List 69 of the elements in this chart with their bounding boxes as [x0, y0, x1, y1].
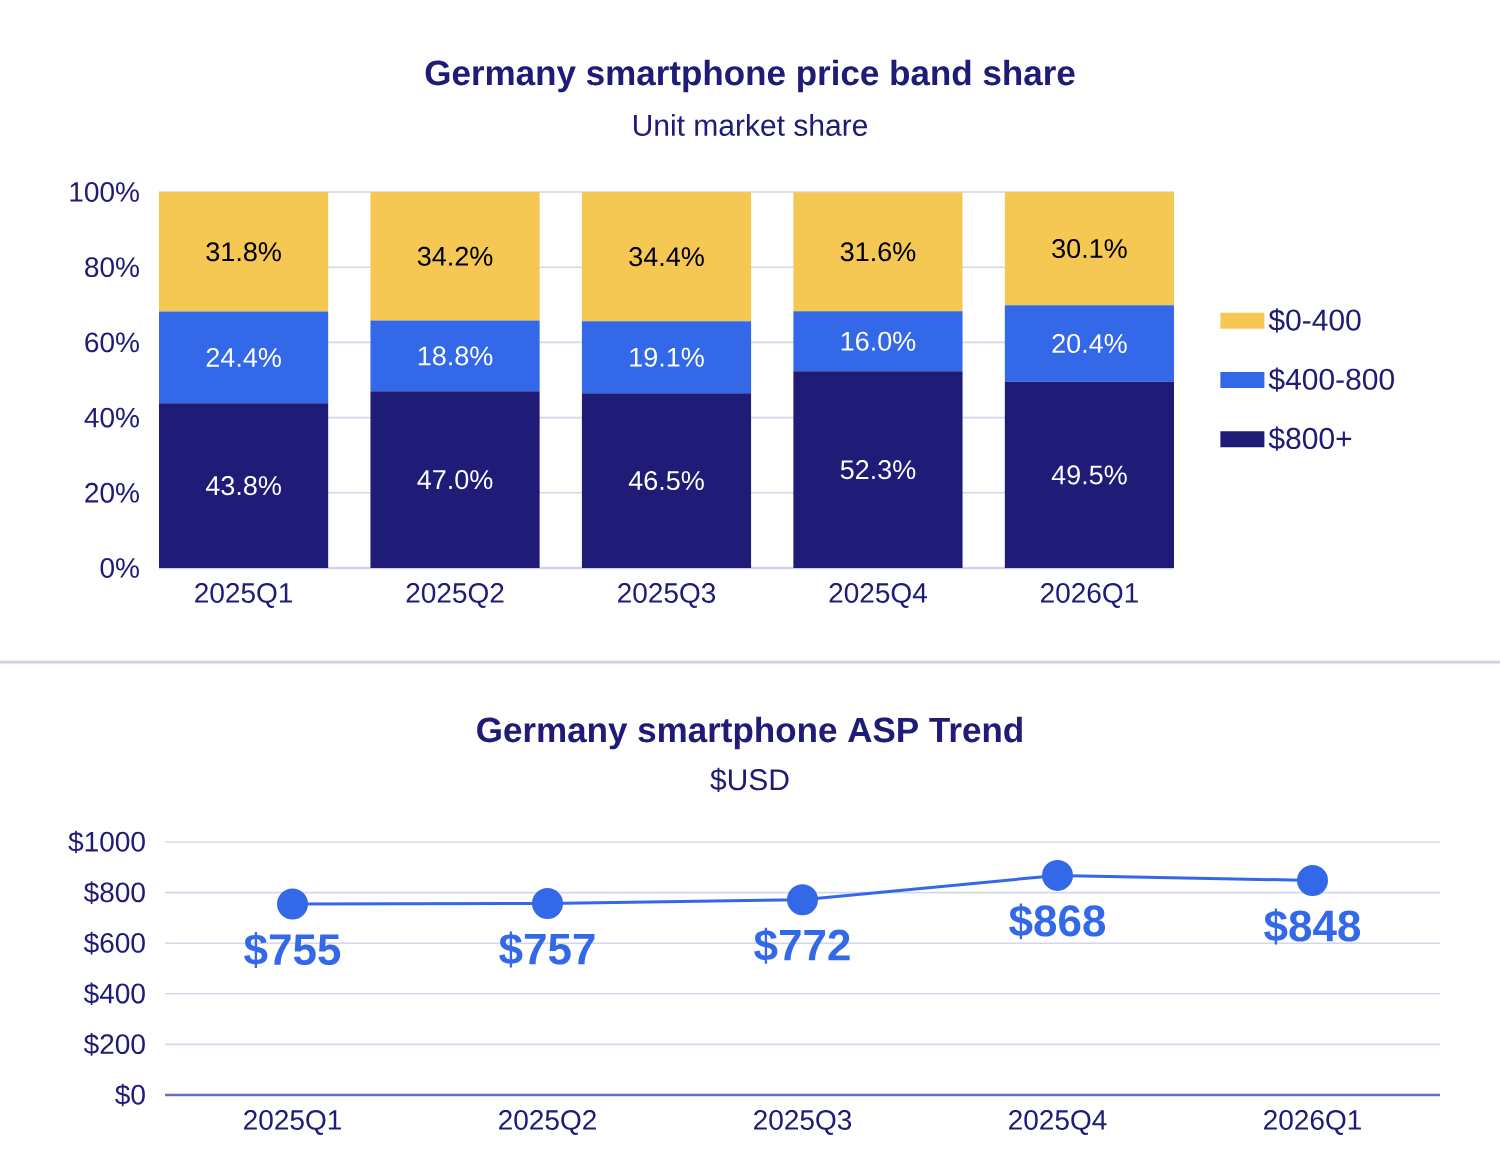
chart-subtitle: Unit market share [633, 113, 868, 136]
y-tick-label: $600 [83, 931, 145, 955]
chart-title: Germany smartphone price band share [425, 59, 1075, 93]
data-label: 31.8% [206, 242, 281, 262]
bar [581, 191, 752, 322]
bar [370, 320, 540, 392]
data-label: 46.5% [628, 471, 704, 491]
y-tick-label: 100% [70, 182, 139, 202]
data-label: 18.8% [418, 346, 493, 366]
bar [159, 191, 329, 312]
point [1297, 864, 1328, 896]
y-tick-label: 20% [85, 482, 139, 503]
bar [159, 403, 329, 568]
data-label: 20.4% [1052, 333, 1127, 354]
x-tick-label: 2025Q4 [1009, 1110, 1107, 1135]
bar [1004, 381, 1174, 568]
legend-label: $800+ [1268, 426, 1352, 451]
y-tick-label: 0% [100, 558, 139, 578]
bar [793, 311, 963, 372]
x-tick-label: 2025Q3 [618, 583, 716, 608]
data-label: 49.5% [1051, 465, 1127, 485]
chart-title: Germany smartphone ASP Trend [477, 716, 1022, 750]
point [787, 884, 818, 916]
x-tick-label: 2025Q1 [244, 1110, 341, 1135]
y-tick-label: $0 [115, 1083, 145, 1107]
y-tick-label: $1000 [68, 830, 145, 854]
bar [793, 192, 963, 312]
x-tick-label: 2025Q4 [829, 583, 927, 608]
bar [1004, 305, 1174, 382]
x-tick-label: 2026Q1 [1264, 1110, 1361, 1135]
x-tick-label: 2025Q2 [499, 1110, 596, 1135]
x-tick-label: 2025Q1 [195, 583, 293, 608]
x-tick-label: 2025Q3 [754, 1110, 852, 1135]
y-tick-label: 40% [84, 407, 139, 428]
data-label: 34.2% [417, 246, 493, 266]
data-label: 16.0% [841, 331, 916, 351]
bar [581, 393, 752, 568]
y-tick-label: $200 [83, 1033, 145, 1056]
y-tick-label: $800 [83, 881, 145, 904]
bar [159, 311, 329, 404]
y-tick-label: 80% [85, 257, 139, 278]
chart-subtitle: $USD [710, 767, 789, 793]
bar [1004, 191, 1174, 306]
data-label: 31.6% [840, 242, 916, 262]
y-tick-label: 60% [85, 332, 139, 353]
bar [581, 321, 752, 394]
data-label: $757 [499, 931, 595, 968]
x-tick-label: 2026Q1 [1041, 583, 1138, 608]
legend-label: $400-800 [1268, 367, 1394, 392]
data-label: 52.3% [840, 460, 916, 480]
data-label: $868 [1009, 903, 1106, 940]
data-label: $772 [754, 927, 850, 964]
data-label: 24.4% [206, 347, 281, 367]
data-label: $848 [1264, 908, 1361, 945]
bar [370, 191, 540, 321]
y-tick-label: $400 [83, 982, 145, 1006]
bar [370, 391, 540, 568]
point [1042, 859, 1073, 891]
point [532, 887, 563, 919]
bar [793, 371, 963, 568]
point [277, 888, 309, 920]
data-label: 43.8% [205, 476, 281, 496]
data-label: 47.0% [417, 470, 493, 490]
data-label: 34.4% [629, 247, 704, 267]
data-label: 19.1% [630, 347, 704, 367]
x-tick-label: 2025Q2 [406, 583, 504, 608]
legend-label: $0-400 [1268, 308, 1361, 333]
data-label: $755 [244, 932, 341, 968]
data-label: 30.1% [1052, 239, 1127, 259]
